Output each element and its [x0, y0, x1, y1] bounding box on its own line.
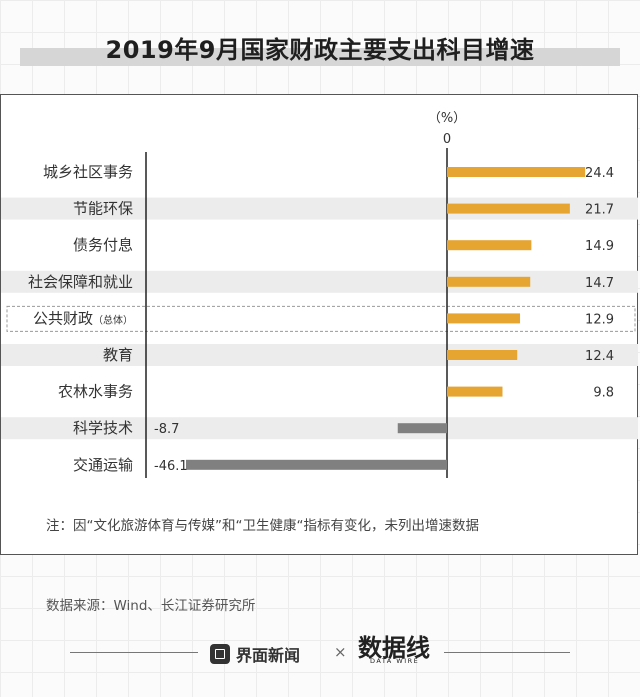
chart-title: 2019年9月国家财政主要支出科目增速: [105, 36, 535, 64]
data-source: 数据来源：Wind、长江证券研究所: [46, 598, 256, 614]
bar: [447, 276, 531, 287]
data-label: 9.8: [593, 386, 614, 401]
datawire-logo-icon: 数据线 DATA WIRE: [356, 628, 434, 666]
category-label: 科学技术: [73, 419, 133, 437]
data-label: -8.7: [154, 422, 179, 437]
data-label: 12.9: [585, 312, 614, 327]
data-label: 14.7: [585, 276, 614, 291]
highlight-box: [6, 305, 636, 332]
datawire-logo-subtext: DATA WIRE: [370, 657, 420, 665]
row-stripe: [1, 197, 638, 220]
unit-label: （%）: [428, 111, 466, 126]
data-label: 24.4: [585, 166, 614, 181]
bar: [447, 240, 532, 251]
category-label: 公共财政（总体）: [33, 309, 133, 327]
bar: [447, 203, 570, 214]
bar: [397, 423, 447, 434]
title-underline: [20, 48, 620, 66]
data-label: 14.9: [585, 239, 614, 254]
category-label: 农林水事务: [58, 383, 133, 401]
footer-brand-jiemian: 界面新闻: [210, 642, 300, 666]
bar: [447, 350, 518, 360]
data-label: -46.1: [154, 459, 188, 474]
datawire-logo-text: 数据线: [358, 634, 430, 662]
category-label: 教育: [103, 346, 133, 364]
footer-divider-right: [444, 652, 570, 653]
footer-brand-jiemian-text: 界面新闻: [236, 646, 301, 665]
chart-frame: （%） 0 城乡社区事务 24.4 节能环保 21.7 债务付息 14.9 社会保障和就业 14.…: [0, 94, 638, 555]
category-label: 社会保障和就业: [28, 273, 133, 291]
bar: [447, 313, 521, 324]
data-label: 12.4: [585, 349, 614, 364]
jiemian-logo-icon: [210, 644, 230, 664]
data-label: 21.7: [585, 203, 614, 218]
bar: [447, 167, 586, 177]
bar: [186, 459, 447, 470]
bar: [447, 386, 503, 397]
row-stripe: [1, 417, 638, 440]
footer-divider-left: [70, 652, 198, 653]
category-label: 交通运输: [73, 456, 133, 474]
category-label-suffix: （总体）: [93, 313, 133, 326]
category-label: 城乡社区事务: [43, 163, 133, 181]
category-label: 债务付息: [73, 236, 133, 254]
footer-times-sign: ×: [334, 643, 347, 661]
zero-tick-label: 0: [443, 132, 451, 147]
row-stripe: [1, 270, 638, 293]
category-label: 节能环保: [73, 200, 133, 218]
row-stripe: [1, 344, 638, 366]
chart-note: 注：因“文化旅游体育与传媒”和“卫生健康“指标有变化，未列出增速数据: [46, 518, 479, 534]
bar-chart: （%） 0 城乡社区事务 24.4 节能环保 21.7 债务付息 14.9 社会保障和就业 14.…: [1, 111, 638, 478]
